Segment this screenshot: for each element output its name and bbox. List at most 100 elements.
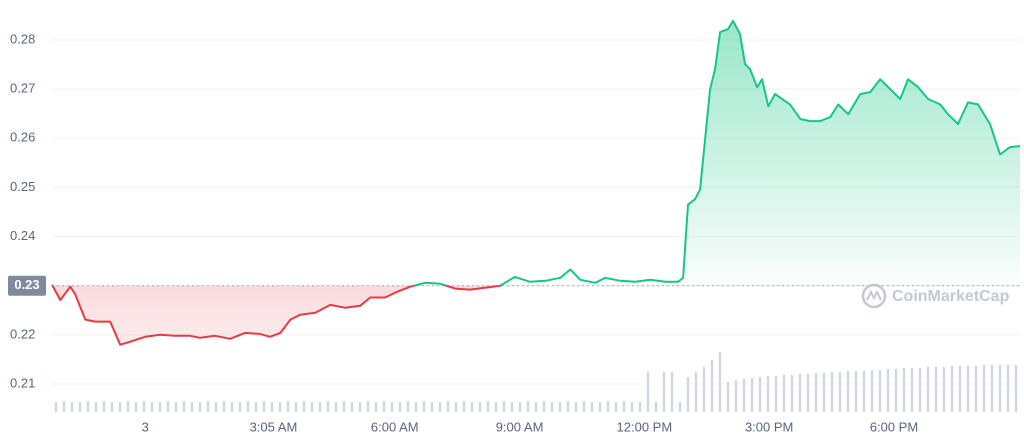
volume-bar bbox=[166, 401, 170, 412]
volume-bar bbox=[142, 401, 146, 412]
volume-bar bbox=[382, 401, 386, 412]
volume-bar bbox=[230, 402, 234, 412]
volume-bar bbox=[430, 402, 434, 412]
volume-bar bbox=[622, 401, 626, 412]
volume-bar bbox=[246, 401, 250, 412]
volume-bar bbox=[158, 402, 162, 412]
volume-bar bbox=[942, 367, 946, 412]
y-tick-label: 0.26 bbox=[10, 130, 35, 145]
volume-bar bbox=[350, 402, 354, 412]
volume-bar bbox=[542, 401, 546, 412]
volume-bar bbox=[366, 401, 370, 412]
volume-bar bbox=[670, 372, 674, 412]
volume-bar bbox=[406, 401, 410, 412]
volume-bar bbox=[886, 369, 890, 412]
volume-bar bbox=[966, 366, 970, 412]
volume-bar bbox=[54, 402, 58, 412]
volume-bar bbox=[510, 402, 514, 412]
volume-bar bbox=[742, 379, 746, 412]
volume-bar bbox=[662, 372, 666, 412]
y-tick-label: 0.28 bbox=[10, 31, 35, 46]
volume-bar bbox=[222, 401, 226, 412]
volume-bar bbox=[894, 369, 898, 412]
volume-bar bbox=[798, 374, 802, 412]
volume-bar bbox=[134, 402, 138, 412]
volume-bar bbox=[630, 402, 634, 412]
watermark-logo-mark bbox=[866, 289, 882, 301]
volume-bar bbox=[830, 372, 834, 412]
volume-bar bbox=[846, 371, 850, 412]
volume-bar bbox=[726, 382, 730, 412]
volume-bar bbox=[862, 371, 866, 412]
volume-bar bbox=[718, 352, 722, 412]
volume-bar bbox=[334, 402, 338, 412]
volume-bar bbox=[750, 378, 754, 412]
volume-bar bbox=[358, 402, 362, 412]
volume-bar bbox=[182, 401, 186, 412]
volume-bar bbox=[582, 401, 586, 412]
y-tick-label: 0.23 bbox=[14, 277, 39, 292]
volume-bar bbox=[646, 372, 650, 412]
volume-bar bbox=[478, 402, 482, 412]
volume-bar bbox=[486, 401, 490, 412]
volume-bar bbox=[454, 402, 458, 412]
volume-bar bbox=[526, 401, 530, 412]
x-tick-label: 3 bbox=[142, 419, 149, 434]
volume-bar bbox=[694, 372, 698, 412]
volume-bar bbox=[686, 377, 690, 412]
volume-bar bbox=[102, 401, 106, 412]
volume-bar bbox=[854, 371, 858, 412]
volume-bar bbox=[470, 402, 474, 412]
volume-bar bbox=[190, 402, 194, 412]
volume-bar bbox=[126, 401, 130, 412]
volume-bar bbox=[318, 402, 322, 412]
volume-bar bbox=[462, 401, 466, 412]
y-tick-label: 0.25 bbox=[10, 179, 35, 194]
price-area bbox=[52, 20, 1020, 345]
volume-bar bbox=[790, 375, 794, 412]
x-tick-label: 6:00 PM bbox=[870, 419, 918, 434]
volume-bar bbox=[62, 401, 66, 412]
volume-bar bbox=[1014, 365, 1018, 412]
y-tick-label: 0.27 bbox=[10, 81, 35, 96]
volume-bar bbox=[822, 373, 826, 412]
volume-bar bbox=[174, 402, 178, 412]
volume-bar bbox=[590, 402, 594, 412]
volume-bar bbox=[294, 402, 298, 412]
x-tick-label: 3:00 PM bbox=[745, 419, 793, 434]
volume-bar bbox=[422, 401, 426, 412]
volume-bar bbox=[310, 402, 314, 412]
volume-bar bbox=[574, 402, 578, 412]
volume-bar bbox=[982, 365, 986, 412]
x-tick-label: 3:05 AM bbox=[250, 419, 298, 434]
volume-bar bbox=[638, 402, 642, 412]
volume-bar bbox=[910, 368, 914, 412]
volume-bar bbox=[254, 402, 258, 412]
volume-bar bbox=[558, 402, 562, 412]
volume-bar bbox=[302, 401, 306, 412]
volume-bar bbox=[926, 367, 930, 412]
volume-bar bbox=[654, 402, 658, 412]
volume-bar bbox=[118, 402, 122, 412]
volume-bar bbox=[534, 402, 538, 412]
volume-bar bbox=[438, 402, 442, 412]
volume-bar bbox=[502, 401, 506, 412]
volume-bar bbox=[598, 402, 602, 412]
volume-bar bbox=[606, 401, 610, 412]
volume-bar bbox=[414, 402, 418, 412]
volume-bar bbox=[998, 365, 1002, 412]
volume-bar bbox=[974, 366, 978, 412]
volume-bar bbox=[94, 402, 98, 412]
volume-bar bbox=[1006, 365, 1010, 412]
volume-bar bbox=[734, 380, 738, 412]
volume-bar bbox=[518, 402, 522, 412]
volume-bar bbox=[814, 373, 818, 412]
volume-bar bbox=[766, 376, 770, 412]
volume-bar bbox=[198, 402, 202, 412]
volume-bar bbox=[878, 370, 882, 412]
volume-bar bbox=[710, 360, 714, 412]
volume-bar bbox=[270, 402, 274, 412]
volume-bar bbox=[238, 402, 242, 412]
volume-bar bbox=[702, 367, 706, 412]
volume-bar bbox=[758, 377, 762, 412]
